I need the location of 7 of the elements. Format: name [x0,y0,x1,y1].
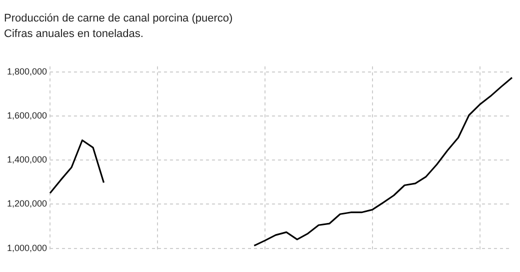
y-tick-label: 1,400,000 [6,154,48,165]
y-tick-label: 1,200,000 [6,198,48,209]
y-tick-label: 1,000,000 [6,242,48,253]
chart-subtitle: Cifras anuales en toneladas. [4,28,144,40]
y-tick-label: 1,800,000 [6,66,48,76]
y-tick-label: 1,600,000 [6,110,48,120]
chart-title: Producción de carne de canal porcina (puerco) [4,12,233,25]
